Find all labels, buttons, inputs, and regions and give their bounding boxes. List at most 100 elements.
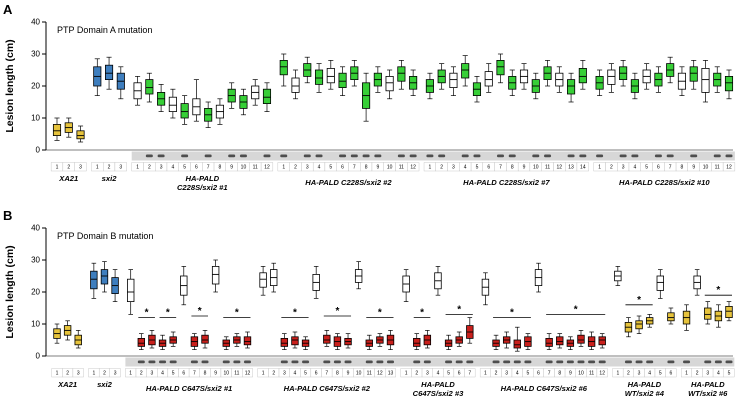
lane-number: 5 [183,165,186,171]
box-plot-lane [204,101,213,128]
sig-asterisk: * [420,308,424,319]
lane-number: 1 [96,165,99,171]
group-label: C647S/sxi2 #3 [413,389,464,398]
box-plot-lane [635,315,643,334]
gel-band [323,360,331,364]
gel-band [280,360,288,364]
box-plot-lane [314,63,324,93]
gel-band [263,154,271,158]
lane-number: 7 [325,371,328,377]
box-plot-lane [262,82,272,112]
sig-asterisk: * [198,306,202,317]
y-tick-label: 0 [36,352,41,361]
box-plot-lane [169,331,177,347]
box-plot-lane [545,333,553,350]
gel-band [315,154,323,158]
lane-number: 6 [182,371,185,377]
sig-marker: * [281,308,309,319]
lane-number: 10 [356,371,362,377]
lane-number: 5 [447,371,450,377]
lane-number: 12 [410,165,416,171]
lane-number: 1 [262,371,265,377]
group-label: WT/sxi2 #6 [688,389,728,398]
y-axis: 0 10 20 30 40 [31,18,733,155]
box-plot-lane [280,333,289,350]
lane-number: 1 [129,371,132,377]
box-plot-lane [137,333,146,350]
y-tick-label: 30 [31,50,40,59]
gel-band [503,360,511,364]
lane-number: 13 [388,371,394,377]
box-plot-lane [513,326,521,352]
lane-number: 1 [616,371,619,377]
gel-band [204,154,212,158]
boxplots [52,53,734,143]
lane-number: 2 [696,371,699,377]
significance-markers: * * * * * * * * * * * * * [138,285,732,319]
sig-asterisk: * [378,308,382,319]
lane-number: 6 [487,165,490,171]
gel-band [145,154,153,158]
lane-number: 10 [241,165,247,171]
gel-band [181,154,189,158]
y-tick-label: 30 [31,256,40,265]
box-plot-lane [333,333,342,350]
gel-blot-strip [125,357,735,367]
lane-number: 2 [495,371,498,377]
box-plot-lane [481,272,490,306]
lane-number: 10 [703,165,709,171]
lane-number: 3 [79,165,82,171]
box-plot-lane [434,266,442,296]
sig-asterisk: * [166,308,170,319]
box-plot-lane [90,262,98,299]
box-plot-lane [666,56,675,84]
box-plot-lane [502,331,511,349]
gel-band [556,360,564,364]
group-labels: XA21 sxi2 HA-PALD C647S/sxi2 #1 HA-PALD C64… [57,380,728,398]
sig-asterisk: * [510,308,514,319]
lane-number: 4 [634,165,637,171]
lane-number: 1 [685,371,688,377]
gel-band [619,154,627,158]
gel-band [690,154,698,158]
box-plot-lane [598,333,606,349]
box-plot-lane [180,95,189,125]
lane-number: 13 [568,165,574,171]
box-plot-lane [362,72,371,122]
lane-number: 1 [429,165,432,171]
gel-band [532,154,540,158]
y-tick-label: 20 [31,288,40,297]
panel-title: PTP Domain A mutation [57,25,152,35]
box-plot-lane [233,333,241,347]
box-plot-lane [466,317,474,344]
box-plot-lane [211,259,220,293]
box-plot-lane [354,261,363,290]
lane-number: 1 [92,371,95,377]
box-plot-lane [682,304,691,331]
lane-numbers: 1 2 3 1 2 3 1 2 3 4 5 6 7 8 9 10 11 12 1 2 3 4 5 6 7 8 9 10 11 12 13 1 2… [51,368,735,378]
sig-asterisk: * [457,304,461,315]
gel-band [624,360,632,364]
gel-band [169,360,177,364]
lane-number: 10 [223,371,229,377]
lane-number: 6 [458,371,461,377]
lane-number: 5 [728,371,731,377]
sig-asterisk: * [574,304,578,315]
gel-band [426,154,434,158]
group-label: HA-PALD C647S/sxi2 #6 [501,384,588,393]
lane-number: 3 [151,371,154,377]
sig-marker: * [445,304,473,315]
gel-band [545,360,553,364]
group-label: HA-PALD C228S/sxi2 #2 [305,178,392,187]
box-plot-lane [303,56,312,84]
box-plot-lane [291,69,300,100]
box-plot-lane [239,88,248,116]
box-plot-lane [444,334,453,350]
box-plot-lane [180,266,188,306]
lane-number: 11 [253,165,258,171]
panel-a-chart: A Lesion length (cm) PTP Domain A mutation… [3,2,736,192]
box-plot-lane [534,262,543,293]
lane-number: 2 [610,165,613,171]
box-plot-lane [350,60,359,87]
lane-number: 1 [282,165,285,171]
